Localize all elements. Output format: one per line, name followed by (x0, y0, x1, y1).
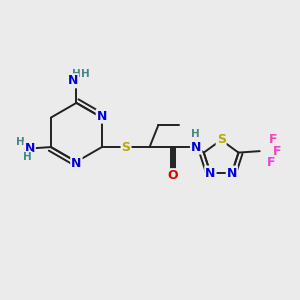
Text: H: H (23, 152, 32, 162)
Text: F: F (272, 145, 281, 158)
Text: N: N (68, 74, 78, 87)
Text: H: H (191, 129, 200, 139)
Text: F: F (267, 156, 275, 170)
Text: N: N (227, 167, 237, 179)
Text: N: N (71, 157, 82, 170)
Text: N: N (205, 167, 216, 179)
Text: N: N (97, 110, 107, 123)
Text: F: F (269, 134, 277, 146)
Text: N: N (25, 142, 35, 155)
Text: S: S (122, 141, 130, 154)
Text: N: N (191, 141, 201, 154)
Text: H: H (72, 69, 81, 79)
Text: H: H (81, 69, 90, 79)
Text: H: H (16, 137, 25, 147)
Text: O: O (168, 169, 178, 182)
Text: S: S (217, 134, 226, 146)
